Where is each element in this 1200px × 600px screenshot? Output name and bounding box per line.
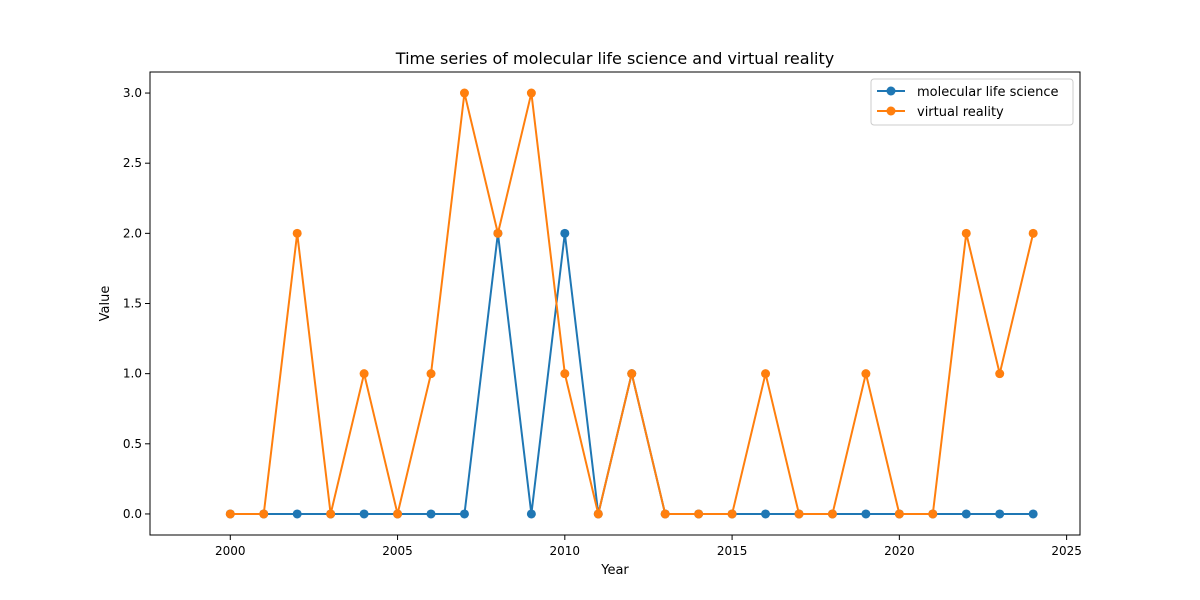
data-point <box>1028 228 1038 238</box>
data-point <box>326 509 336 519</box>
y-tick-label: 0.0 <box>123 507 142 521</box>
data-point <box>694 509 704 519</box>
data-point <box>459 509 469 519</box>
y-tick-label: 2.5 <box>123 156 142 170</box>
data-point <box>526 509 536 519</box>
data-point <box>259 509 269 519</box>
data-point <box>928 509 938 519</box>
data-point <box>995 509 1005 519</box>
data-point <box>359 369 369 379</box>
y-tick-label: 1.0 <box>123 367 142 381</box>
data-point <box>627 369 637 379</box>
data-point <box>593 509 603 519</box>
y-tick-label: 2.0 <box>123 226 142 240</box>
data-point <box>292 228 302 238</box>
legend-label: virtual reality <box>917 105 1004 120</box>
data-point <box>794 509 804 519</box>
legend-marker <box>886 86 896 96</box>
x-tick-label: 2010 <box>550 544 581 558</box>
y-axis-label: Value <box>98 286 113 322</box>
y-axis-ticks: 0.0 0.5 1.0 1.5 2.0 2.5 3.0 <box>123 86 150 521</box>
x-tick-label: 2005 <box>382 544 413 558</box>
data-point <box>660 509 670 519</box>
data-point <box>961 228 971 238</box>
data-point <box>426 509 436 519</box>
data-point <box>995 369 1005 379</box>
x-tick-label: 2020 <box>884 544 915 558</box>
legend-marker <box>886 106 896 116</box>
y-tick-label: 0.5 <box>123 437 142 451</box>
data-point <box>493 228 503 238</box>
y-tick-label: 1.5 <box>123 297 142 311</box>
data-point <box>861 369 871 379</box>
data-point <box>225 509 235 519</box>
data-point <box>526 88 536 98</box>
chart-title: Time series of molecular life science an… <box>395 49 834 68</box>
data-point <box>292 509 302 519</box>
x-axis-label: Year <box>600 563 629 578</box>
data-point <box>727 509 737 519</box>
legend-box <box>870 78 1074 126</box>
legend-label: molecular life science <box>917 85 1059 100</box>
data-point <box>827 509 837 519</box>
data-point <box>761 509 771 519</box>
data-point <box>560 228 570 238</box>
data-point <box>761 369 771 379</box>
data-point <box>1028 509 1038 519</box>
data-point <box>426 369 436 379</box>
data-point <box>861 509 871 519</box>
x-axis-ticks: 2000 2005 2010 2015 2020 2025 <box>215 535 1082 558</box>
data-point <box>359 509 369 519</box>
legend: molecular life science virtual reality <box>870 78 1074 126</box>
data-point <box>459 88 469 98</box>
data-point <box>560 369 570 379</box>
data-point <box>393 509 403 519</box>
series-1 <box>225 88 1038 519</box>
series-layer <box>225 88 1038 519</box>
data-point <box>894 509 904 519</box>
x-tick-label: 2015 <box>717 544 748 558</box>
data-point <box>961 509 971 519</box>
y-tick-label: 3.0 <box>123 86 142 100</box>
x-tick-label: 2000 <box>215 544 246 558</box>
x-tick-label: 2025 <box>1051 544 1082 558</box>
